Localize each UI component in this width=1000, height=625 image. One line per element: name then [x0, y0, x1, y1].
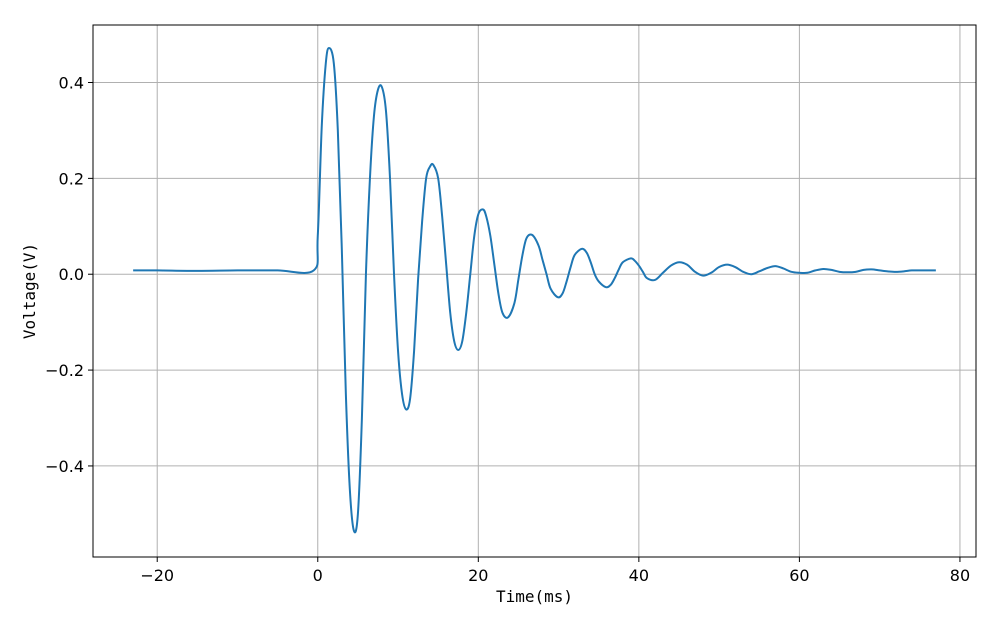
x-tick-label: −20	[140, 566, 174, 585]
plot-frame	[92, 24, 977, 558]
grid-lines	[93, 25, 976, 557]
x-axis-label: Time(ms)	[496, 587, 573, 606]
x-tick-label: 60	[789, 566, 809, 585]
x-tick-label: 80	[950, 566, 970, 585]
y-tick-label: −0.4	[45, 457, 84, 476]
x-tick-label: 0	[313, 566, 323, 585]
y-tick-label: 0.4	[59, 74, 84, 93]
y-tick-label: 0.2	[59, 169, 84, 188]
y-tick-label: 0.0	[59, 265, 84, 284]
x-tick-label: 40	[629, 566, 649, 585]
data-series	[133, 47, 936, 534]
series-line	[133, 47, 936, 534]
axis-ticks: −20 0 20 40 60 80 −0.4 −0.2 0.0 0.2 0.4	[45, 74, 970, 585]
y-axis-label: Voltage(V)	[20, 243, 39, 339]
y-tick-label: −0.2	[45, 361, 84, 380]
x-tick-label: 20	[468, 566, 488, 585]
